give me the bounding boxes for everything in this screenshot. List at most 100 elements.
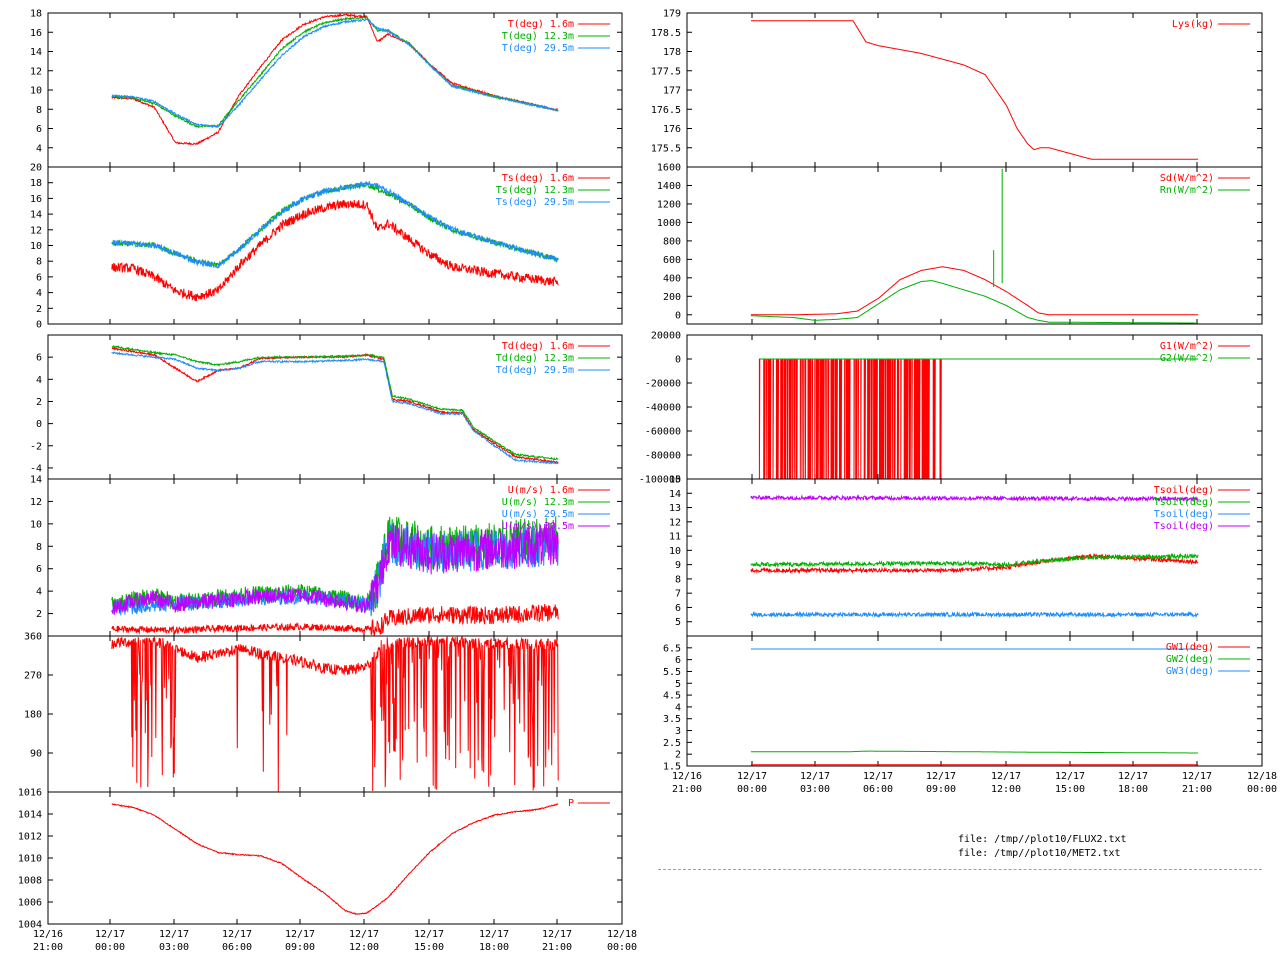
y-tick-label: 4 [675, 702, 681, 713]
series-group [111, 13, 559, 146]
y-tick-label: 176 [663, 124, 681, 135]
x-tick-label-date: 12/17 [285, 929, 315, 940]
legend-label: U(m/s) 1.6m [508, 485, 574, 496]
y-tick-label: 18 [30, 9, 42, 20]
y-tick-label: 0 [675, 355, 681, 366]
y-tick-label: 5 [675, 617, 681, 628]
x-tick-label-time: 18:00 [1118, 784, 1148, 795]
y-tick-label: 1014 [18, 810, 42, 821]
series-line [111, 803, 559, 916]
y-tick-label: 1016 [18, 788, 42, 799]
divider [658, 869, 1262, 870]
y-tick-label: 4 [36, 587, 42, 598]
series-group [750, 494, 1199, 619]
plot-frame [686, 12, 1263, 168]
y-tick-label: 1012 [18, 832, 42, 843]
y-tick-label: 2 [36, 609, 42, 620]
x-tick-label-date: 12/17 [1118, 771, 1148, 782]
chart-panel-11: 1.522.533.544.555.566.5 GW1(deg)GW2(deg)G… [663, 635, 1263, 773]
legend-label: Lys(kg) [1172, 19, 1214, 30]
y-tick-label: 12 [30, 66, 42, 77]
y-tick-label: 1008 [18, 876, 42, 887]
y-tick-label: -100000 [639, 475, 681, 486]
y-tick-label: -60000 [645, 427, 681, 438]
series-line [750, 494, 1199, 503]
y-tick-label: 12 [669, 517, 681, 528]
legend-label: GW3(deg) [1166, 666, 1214, 677]
x-tick-label-time: 00:00 [607, 942, 637, 953]
y-tick-label: 1.5 [663, 762, 681, 773]
series-line [111, 16, 559, 129]
y-tick-label: 15 [669, 475, 681, 486]
y-tick-label: 5.5 [663, 667, 681, 678]
series-line [111, 198, 559, 302]
y-tick-label: 10 [30, 86, 42, 97]
x-tick-label-time: 21:00 [1182, 784, 1212, 795]
legend-label: Tsoil(deg) [1154, 509, 1214, 520]
series-line [750, 552, 1199, 569]
series-line [750, 280, 1199, 324]
x-tick-label-time: 09:00 [285, 942, 315, 953]
y-tick-label: 178 [663, 47, 681, 58]
chart-panel-1: 4 6 8 10 12 14 16 18 T(deg) 1.6mT(deg) 12.3mT(de… [30, 9, 623, 168]
series-group [111, 803, 559, 916]
y-tick-label: 1400 [657, 181, 681, 192]
y-tick-label: 90 [30, 749, 42, 760]
y-tick-label: 6.5 [663, 643, 681, 654]
series-line [111, 180, 559, 269]
y-tick-label: 6 [675, 603, 681, 614]
legend-label: Tsoil(deg) [1154, 521, 1214, 532]
chart-panel-7: 175.5 176 176.5 177 177.5 178 178.5 179 Lys(kg) [651, 9, 1263, 168]
legend-label: Td(deg) 1.6m [502, 341, 574, 352]
series-line [111, 345, 559, 461]
legend-label: U(m/s) 12.3m [502, 497, 574, 508]
legend-label: Ts(deg) 12.3m [496, 185, 574, 196]
y-tick-label: 8 [36, 105, 42, 116]
y-tick-label: 10 [669, 546, 681, 557]
y-tick-label: -2 [30, 441, 42, 452]
x-tick-label-date: 12/18 [607, 929, 637, 940]
file-label-met2: file: /tmp//plot10/MET2.txt [958, 848, 1121, 859]
y-tick-label: 180 [24, 710, 42, 721]
series-line [750, 266, 1199, 316]
legend-label: GW2(deg) [1166, 654, 1214, 665]
y-tick-label: 14 [30, 475, 42, 486]
series-group [750, 168, 1199, 324]
chart-panel-5: 90 180 270 360 [24, 632, 623, 793]
legend-label: U(m/s) 30.5m [502, 521, 574, 532]
y-tick-label: 11 [669, 532, 681, 543]
series-line [750, 610, 1199, 619]
plot-frame [686, 635, 1263, 767]
legend-label: G1(W/m^2) [1160, 341, 1214, 352]
y-tick-label: 8 [36, 542, 42, 553]
y-tick-label: 20 [30, 163, 42, 174]
y-tick-label: 4 [36, 288, 42, 299]
x-tick-label-time: 06:00 [222, 942, 252, 953]
series-line [750, 20, 1199, 160]
series-line [111, 346, 559, 464]
y-tick-label: 6 [36, 564, 42, 575]
y-tick-label: 4.5 [663, 691, 681, 702]
y-tick-label: 1000 [657, 218, 681, 229]
x-tick-label-time: 03:00 [800, 784, 830, 795]
legend-label: T(deg) 1.6m [508, 19, 574, 30]
legend-label: T(deg) 12.3m [502, 31, 574, 42]
x-tick-label-time: 12:00 [991, 784, 1021, 795]
series-line [111, 351, 559, 465]
legend-label: Td(deg) 12.3m [496, 353, 574, 364]
x-tick-label-time: 21:00 [672, 784, 702, 795]
series-group [758, 358, 1199, 479]
y-tick-label: 9 [675, 560, 681, 571]
y-tick-label: 14 [30, 47, 42, 58]
chart-panel-6: 1004 1006 1008 1010 1012 1014 1016 P [18, 788, 623, 931]
series-line [111, 17, 559, 129]
x-tick-label-date: 12/17 [95, 929, 125, 940]
legend-label: G2(W/m^2) [1160, 353, 1214, 364]
y-tick-label: 176.5 [651, 105, 681, 116]
y-tick-label: 3.5 [663, 714, 681, 725]
series-group [111, 636, 559, 792]
x-tick-label-time: 00:00 [737, 784, 767, 795]
legend-label: Ts(deg) 29.5m [496, 197, 574, 208]
